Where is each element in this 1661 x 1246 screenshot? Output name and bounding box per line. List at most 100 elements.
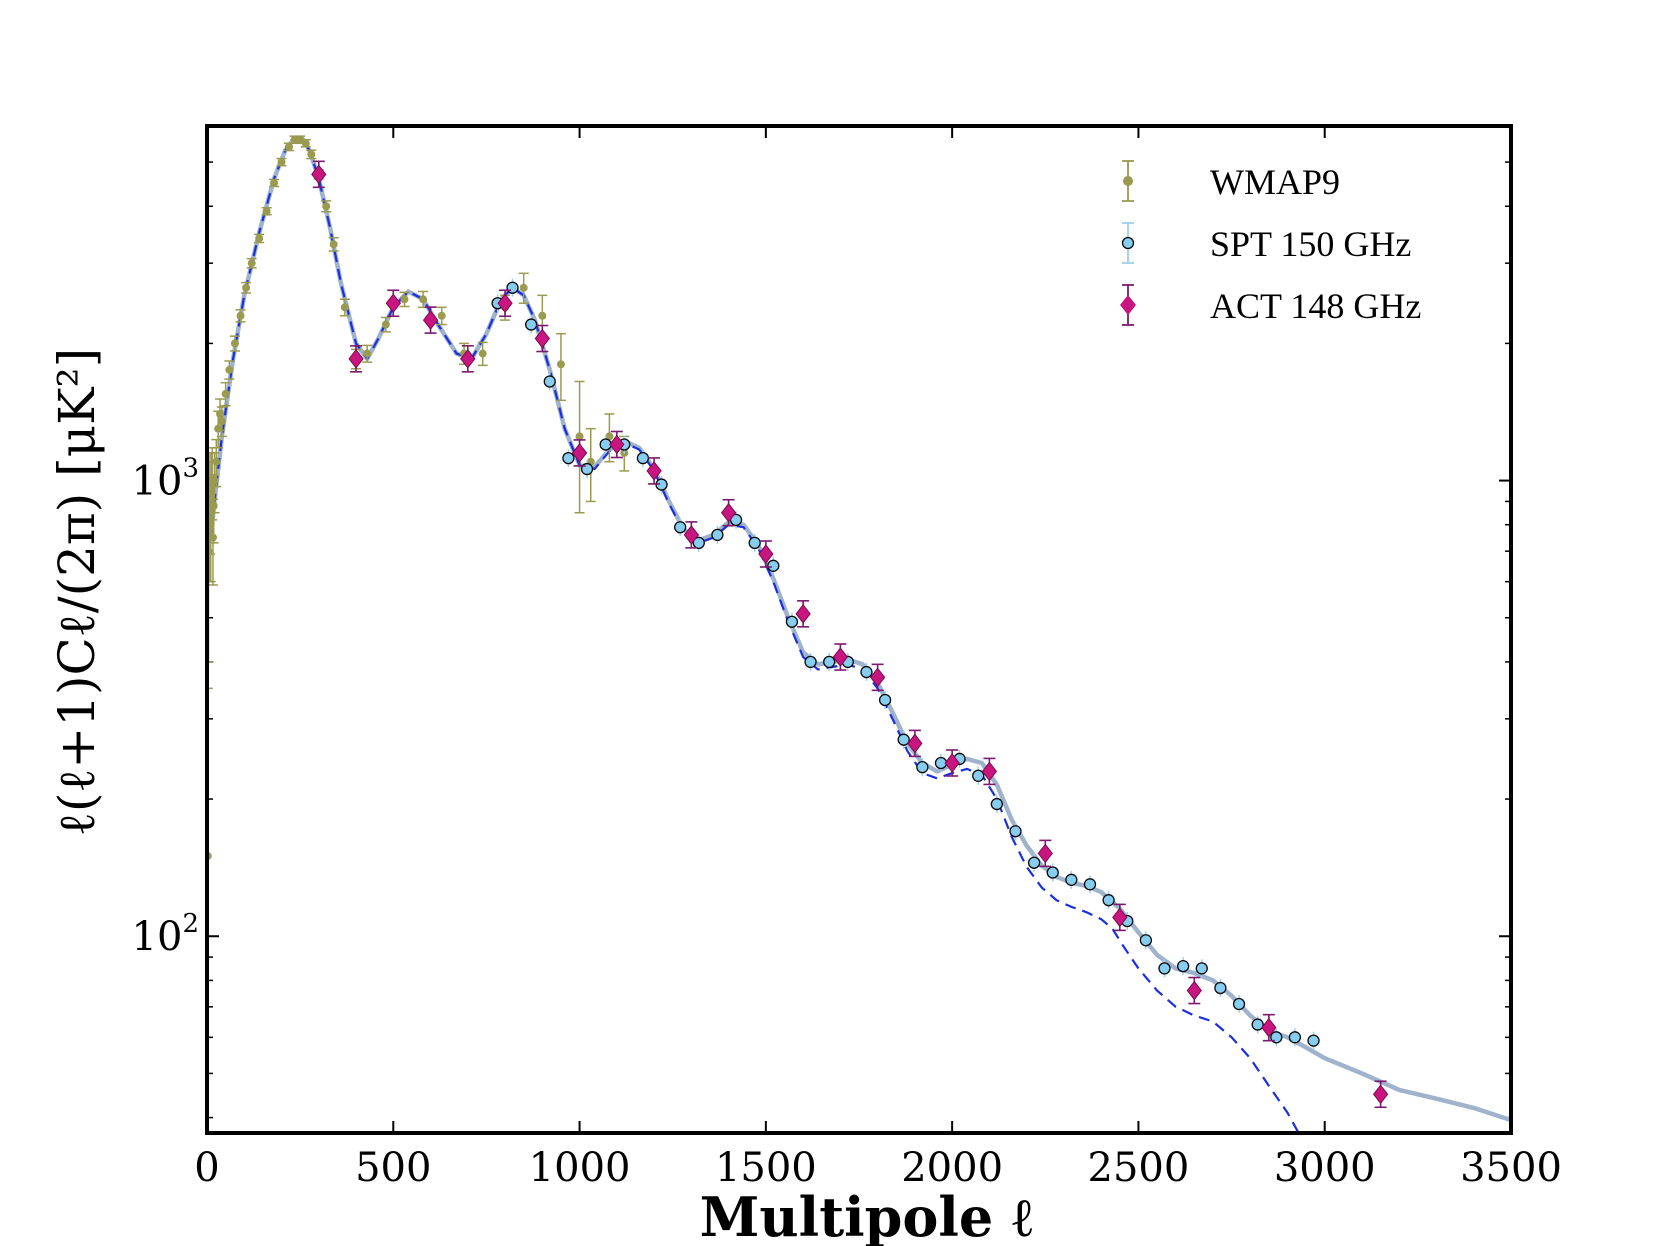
wmap9-marker [221,389,230,398]
y-tick-label-exponent: 2 [182,909,199,939]
spt-marker [990,797,1004,811]
act-marker [907,733,923,754]
act-point [1261,1013,1277,1042]
wmap9-point [399,291,410,308]
x-tick-label: 1500 [715,1145,817,1191]
wmap9-marker [519,283,528,292]
act-marker [758,544,774,564]
wmap9-marker [538,311,547,320]
wmap9-marker [236,311,245,320]
legend-spt-marker [1121,236,1135,250]
plot-frame [205,124,1513,1135]
act-point [683,521,699,549]
act-marker [1372,1084,1389,1105]
act-point [720,498,737,527]
spt-point [860,663,873,682]
act-marker [422,310,439,330]
act-marker [683,525,699,545]
legend-label: WMAP9 [1210,162,1340,202]
act-point [1112,903,1128,932]
spt-marker [767,559,780,572]
act-point [646,457,662,485]
spt-marker [674,521,687,534]
spt-point [562,449,575,468]
plot-border [205,124,1513,1135]
legend-entry-wmap9: WMAP9 [1122,160,1340,202]
act-point [534,324,550,353]
act-point [609,430,625,459]
x-tick-label: 0 [194,1145,219,1191]
spt-point [767,556,780,575]
spt-point [1307,1031,1320,1050]
wmap9-point [241,281,252,294]
spt-point [972,766,985,785]
spt-marker [1065,873,1078,886]
legend-entry-act: ACT 148 GHz [1120,284,1421,326]
wmap9-point [604,413,615,463]
y-tick-label: 103 [132,454,199,505]
plot-background [207,126,1511,1133]
spt-marker [1307,1034,1320,1047]
spt-point [580,460,594,479]
spt-point [897,730,910,749]
spt-marker [804,655,817,669]
wmap9-point [555,333,566,402]
act-marker [1186,980,1202,1001]
spt-point [729,510,743,529]
wmap9-marker [340,303,349,312]
spt-marker [692,536,705,550]
act-point [758,540,774,568]
spt-marker [1009,825,1022,838]
wmap9-point [300,138,311,148]
legend-entry-spt: SPT 150 GHz [1121,222,1411,264]
act-marker [497,293,513,314]
y-tick-label-base: 10 [132,914,183,960]
spt-marker [524,318,538,331]
spt-marker [1046,866,1059,879]
spt-marker [636,452,650,465]
spt-marker [1158,962,1171,975]
x-tick-label: 2500 [1088,1145,1190,1191]
act-point [385,289,401,318]
spt-point [692,533,705,552]
wmap9-marker [307,150,316,159]
spt-marker [1195,962,1208,975]
legend-label: ACT 148 GHz [1210,286,1421,326]
wmap9-marker [242,283,251,292]
wmap9-point [518,272,529,304]
spt-point [1027,853,1041,872]
wmap9-point [362,344,373,363]
spt-marker [748,536,761,550]
act-point [1372,1080,1389,1109]
spt-point [1195,959,1208,978]
spt-point [1214,978,1227,997]
spt-marker [1102,894,1115,907]
act-marker [795,604,811,624]
wmap9-marker [270,178,279,187]
spt-marker [1214,981,1227,995]
spt-marker [506,281,519,294]
wmap9-marker [322,202,331,211]
wmap9-point [321,200,332,213]
act-point [869,663,886,692]
act-point [311,160,327,189]
wmap9-marker [277,158,286,167]
spt-point [543,372,556,391]
act-marker [944,753,960,773]
spt-marker [823,655,836,669]
spt-point [1251,1015,1264,1034]
legend-act-marker [1120,295,1136,315]
wmap9-marker [225,365,234,374]
spt-point [655,475,668,494]
act-marker [385,293,401,314]
wmap9-point [216,406,227,438]
act-marker [720,502,737,523]
spt-marker [1251,1018,1264,1031]
data-points [207,135,1389,1133]
wmap9-point [477,341,488,367]
wmap9-marker [247,259,256,268]
spt-point [990,795,1004,814]
wmap9-point [276,157,287,167]
wmap9-point [261,206,272,216]
